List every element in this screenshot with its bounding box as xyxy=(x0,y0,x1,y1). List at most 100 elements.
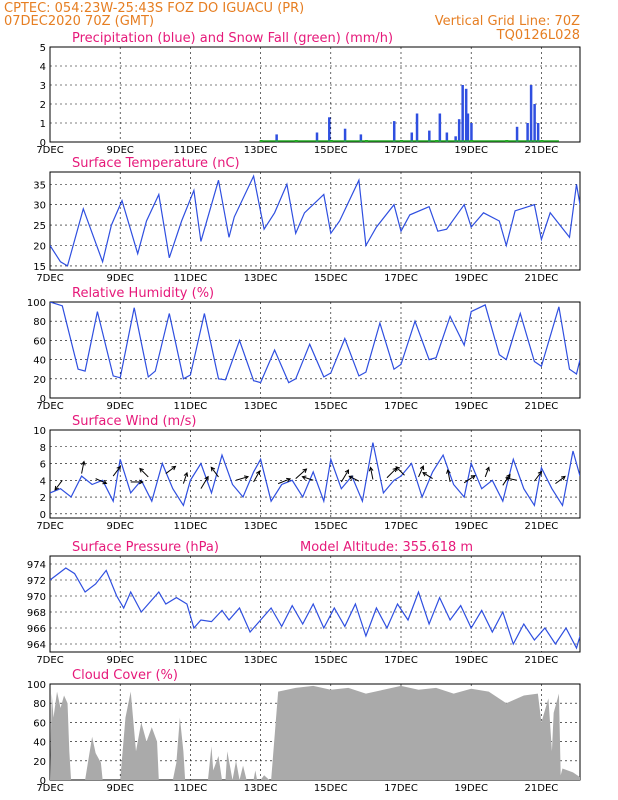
wind-ytick-label: 6 xyxy=(40,460,46,471)
wind-arrow xyxy=(340,469,349,483)
header-grid-note: Vertical Grid Line: 70Z xyxy=(435,14,580,29)
wind-arrow xyxy=(395,466,405,476)
wind-frame xyxy=(49,429,581,519)
wind-arrow xyxy=(302,476,314,481)
wind-arrow-head xyxy=(301,475,307,480)
precip-ytick-label: 2 xyxy=(40,100,46,111)
wind-xtick-label: 9DEC xyxy=(107,521,134,532)
humidity-xtick-label: 11DEC xyxy=(174,401,208,412)
wind-arrow xyxy=(555,476,566,485)
cloud-xtick-label: 13DEC xyxy=(244,783,278,794)
wind-arrow xyxy=(200,476,209,489)
cloud-title: Cloud Cover (%) xyxy=(72,668,178,683)
pressure-ytick-label: 970 xyxy=(27,592,46,603)
wind-arrow xyxy=(386,467,397,479)
wind-arrow-head xyxy=(561,475,566,481)
wind-arrow-head xyxy=(395,466,401,471)
precip-bar xyxy=(438,113,442,142)
precip-bar xyxy=(359,134,363,142)
wind-ytick-label: 8 xyxy=(40,443,46,454)
wind-xtick-label: 13DEC xyxy=(244,521,278,532)
wind-arrow-head xyxy=(348,475,354,480)
wind-xtick-label: 7DEC xyxy=(36,521,63,532)
temperature-xtick-label: 21DEC xyxy=(525,273,559,284)
wind-arrow xyxy=(502,474,511,486)
cloud-cover-area xyxy=(50,685,580,780)
cloud-xtick-label: 11DEC xyxy=(174,783,208,794)
precip-ytick-label: 1 xyxy=(40,119,46,130)
precip-bar xyxy=(428,130,431,142)
wind-arrow-head xyxy=(419,465,425,471)
humidity-panel: 7DEC 9DEC 11DEC 13DEC 15DEC 17DEC 19DEC 21DEC 0 2… xyxy=(27,286,581,412)
precip-bar xyxy=(457,119,461,142)
precip-bar xyxy=(466,113,470,142)
pressure-xtick-label: 15DEC xyxy=(314,655,348,666)
wind-arrow xyxy=(277,478,291,485)
precip-xtick-label: 19DEC xyxy=(454,145,488,156)
wind-arrow xyxy=(81,461,85,474)
wind-arrow-head xyxy=(368,466,374,472)
pressure-line xyxy=(50,567,580,650)
temperature-xtick-label: 15DEC xyxy=(314,273,348,284)
temperature-ytick-label: 25 xyxy=(33,221,46,232)
cloud-xtick-label: 7DEC xyxy=(36,783,63,794)
precip-title: Precipitation (blue) and Snow Fall (gree… xyxy=(72,31,393,46)
wind-arrow xyxy=(505,477,517,481)
wind-xtick-label: 19DEC xyxy=(454,521,488,532)
temperature-xtick-label: 17DEC xyxy=(384,273,418,284)
pressure-xtick-label: 9DEC xyxy=(107,655,134,666)
humidity-ytick-label: 40 xyxy=(33,356,46,367)
pressure-title: Surface Pressure (hPa) xyxy=(72,540,219,555)
panels: 7DEC 9DEC 11DEC 13DEC 15DEC 17DEC 19DEC 21DEC01… xyxy=(27,31,581,794)
wind-arrow-head xyxy=(505,476,511,481)
cloud-xtick-label: 9DEC xyxy=(107,783,134,794)
pressure-ytick-label: 972 xyxy=(27,576,46,587)
precip-frame xyxy=(49,46,581,143)
cloud-ytick-label: 0 xyxy=(40,776,46,787)
precip-bar xyxy=(454,136,457,142)
humidity-ytick-label: 100 xyxy=(27,298,46,309)
wind-arrow-head xyxy=(302,468,308,473)
humidity-frame xyxy=(49,301,581,399)
pressure-xtick-label: 21DEC xyxy=(525,655,559,666)
pressure-ytick-label: 974 xyxy=(27,560,46,571)
humidity-xtick-label: 19DEC xyxy=(454,401,488,412)
precip-bar xyxy=(464,88,468,142)
temperature-xtick-label: 13DEC xyxy=(244,273,278,284)
precip-bar xyxy=(526,123,529,142)
wind-ytick-label: 0 xyxy=(40,510,46,521)
wind-arrow xyxy=(463,475,476,484)
wind-xtick-label: 11DEC xyxy=(174,521,208,532)
wind-arrow xyxy=(418,465,424,478)
wind-arrow xyxy=(422,472,433,480)
wind-arrow-head xyxy=(138,479,144,485)
precip-xtick-label: 15DEC xyxy=(314,145,348,156)
temperature-frame xyxy=(49,171,581,271)
precip-ytick-label: 0 xyxy=(40,138,46,149)
cloud-xtick-label: 15DEC xyxy=(314,783,348,794)
temperature-ytick-label: 15 xyxy=(33,262,46,273)
temperature-xtick-label: 11DEC xyxy=(174,273,208,284)
humidity-title: Relative Humidity (%) xyxy=(72,286,214,301)
cloud-ytick-label: 60 xyxy=(33,718,46,729)
cloud-ytick-label: 100 xyxy=(27,680,46,691)
wind-arrow xyxy=(295,468,307,479)
wind-arrow-head xyxy=(102,479,108,485)
wind-xtick-label: 21DEC xyxy=(525,521,559,532)
wind-arrow-head xyxy=(446,468,451,474)
wind-arrow-head xyxy=(204,475,209,481)
pressure-xtick-label: 13DEC xyxy=(244,655,278,666)
header-date: 07DEC2020 70Z (GMT) xyxy=(4,14,154,29)
wind-ytick-label: 4 xyxy=(40,476,46,487)
wind-arrow xyxy=(447,469,451,483)
cloud-xtick-label: 21DEC xyxy=(525,783,559,794)
pressure-xtick-label: 7DEC xyxy=(36,655,63,666)
precip-ytick-label: 3 xyxy=(40,81,46,92)
precip-xtick-label: 11DEC xyxy=(174,145,208,156)
temperature-line xyxy=(50,174,580,267)
humidity-ytick-label: 60 xyxy=(33,336,46,347)
humidity-line xyxy=(50,302,580,384)
wind-xtick-label: 17DEC xyxy=(384,521,418,532)
